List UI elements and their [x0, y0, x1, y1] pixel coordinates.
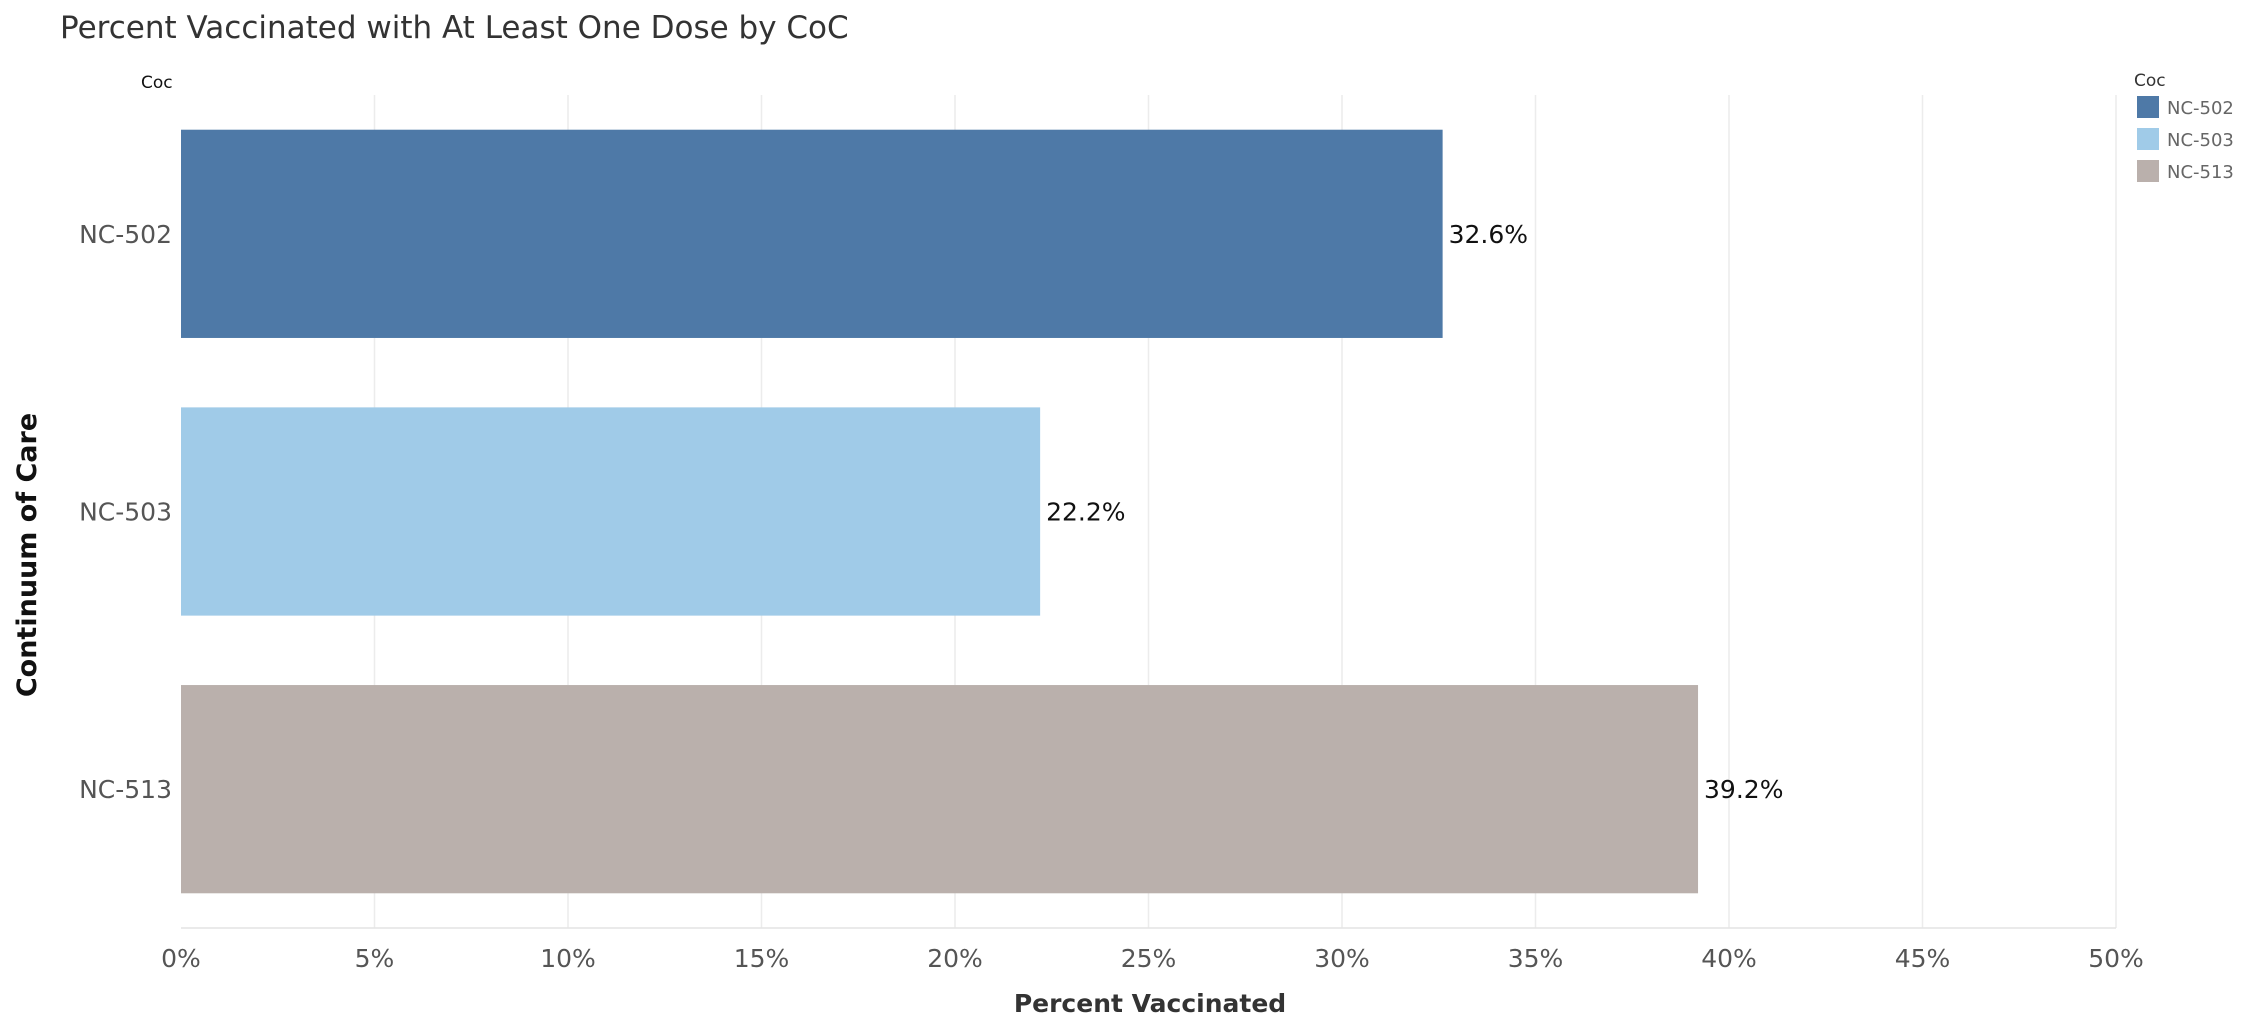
- x-tick-label: 45%: [1895, 944, 1951, 973]
- legend-entry: NC-513: [2167, 162, 2234, 183]
- y-axis-title: Continuum of Care: [12, 413, 43, 697]
- x-axis-ticks: 0% 5% 10% 15% 20% 25% 30% 35% 40% 45% 50%: [161, 944, 2144, 973]
- bar-value-label: 32.6%: [1449, 220, 1528, 249]
- legend-swatch: [2137, 160, 2159, 182]
- legend-entry: NC-503: [2167, 130, 2234, 151]
- x-tick-label: 5%: [355, 944, 395, 973]
- chart-title: Percent Vaccinated with At Least One Dos…: [60, 10, 849, 46]
- x-tick-label: 50%: [2088, 944, 2144, 973]
- bar-nc-513[interactable]: [181, 685, 1699, 894]
- data-labels: 32.6% 22.2% 39.2%: [1046, 220, 1783, 804]
- x-tick-label: 30%: [1314, 944, 1370, 973]
- category-label: NC-502: [79, 220, 172, 249]
- x-tick-label: 25%: [1121, 944, 1177, 973]
- category-label: NC-503: [79, 498, 172, 527]
- bars[interactable]: [181, 129, 1699, 894]
- x-tick-label: 20%: [927, 944, 983, 973]
- x-tick-label: 0%: [161, 944, 201, 973]
- legend-title: Coc: [2134, 71, 2166, 91]
- x-tick-label: 10%: [540, 944, 596, 973]
- x-axis-title: Percent Vaccinated: [1014, 989, 1286, 1018]
- category-labels: NC-502 NC-503 NC-513: [79, 220, 172, 804]
- x-tick-label: 35%: [1508, 944, 1564, 973]
- bar-value-label: 39.2%: [1704, 775, 1783, 804]
- bar-nc-503[interactable]: [181, 407, 1041, 616]
- row-header: Coc: [141, 73, 173, 93]
- x-tick-label: 40%: [1701, 944, 1757, 973]
- x-tick-label: 15%: [734, 944, 790, 973]
- bar-value-label: 22.2%: [1046, 498, 1125, 527]
- bar-nc-502[interactable]: [181, 129, 1443, 338]
- legend-entry: NC-502: [2167, 98, 2234, 119]
- category-label: NC-513: [79, 775, 172, 804]
- legend-swatch: [2137, 96, 2159, 118]
- legend-swatch: [2137, 128, 2159, 150]
- legend: Coc NC-502 NC-503 NC-513: [2134, 71, 2234, 183]
